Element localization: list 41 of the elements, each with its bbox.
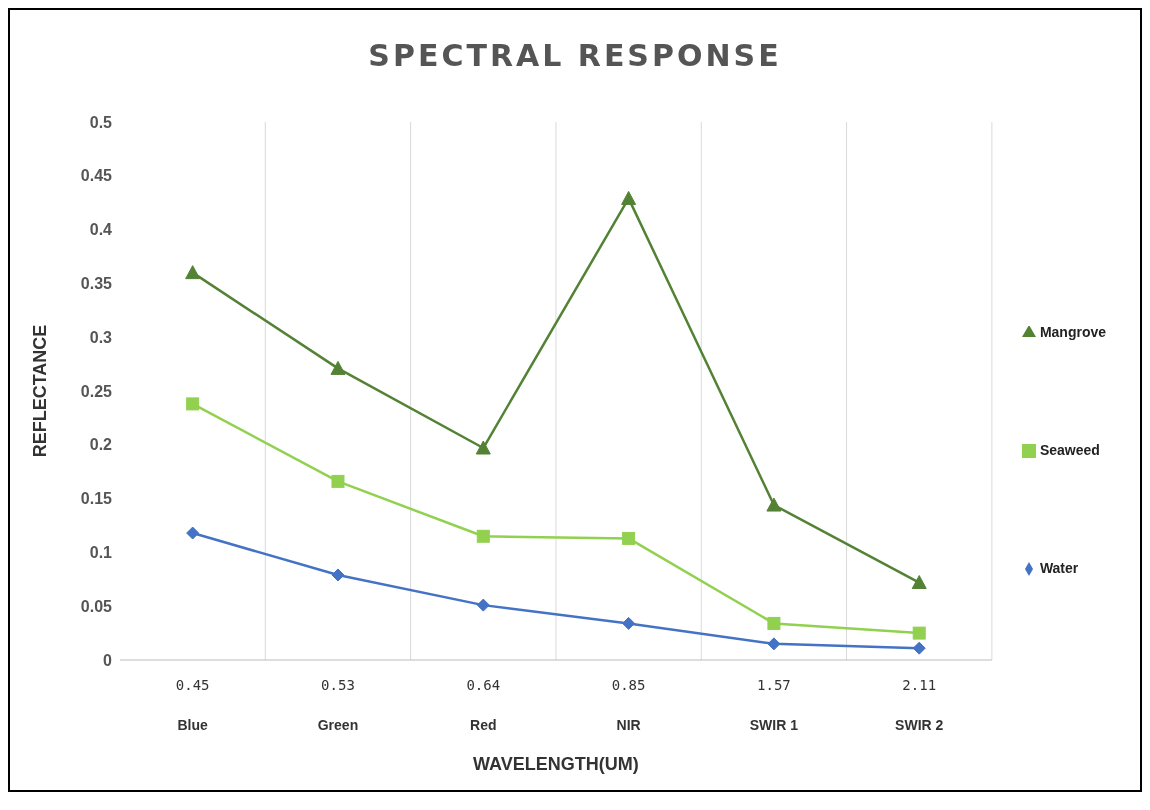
point <box>766 497 782 512</box>
category-label: 1.57 SWIR 1 <box>749 677 799 733</box>
y-tick-label: 0.35 <box>80 275 113 293</box>
point <box>912 626 926 640</box>
point <box>622 616 636 630</box>
category-label: 0.53 Green <box>317 677 359 733</box>
y-tick-label: 0.4 <box>89 221 113 239</box>
point <box>912 641 926 655</box>
y-axis-title: REFLECTANCE <box>30 324 51 458</box>
x-axis-title: WAVELENGTH(UM) <box>473 754 639 774</box>
point <box>767 637 781 651</box>
legend-label: Mangrove <box>1039 324 1106 340</box>
y-tick-label: 0.15 <box>80 490 113 508</box>
point <box>330 360 346 375</box>
y-tick-label: 0.05 <box>80 597 113 615</box>
y-tick-label: 0.2 <box>89 436 113 454</box>
point <box>911 575 927 590</box>
point <box>331 474 345 488</box>
point <box>331 568 345 582</box>
legend-label: Water <box>1039 560 1079 576</box>
category-label: 0.85 NIR <box>611 677 646 733</box>
point <box>476 529 490 543</box>
y-tick-label: 0.1 <box>89 544 113 562</box>
legend-label: Seaweed <box>1039 442 1100 458</box>
chart-title: SPECTRAL RESPONSE <box>367 37 783 75</box>
category-label: 2.11 SWIR 2 <box>895 677 944 733</box>
point <box>475 440 491 455</box>
point <box>476 598 490 612</box>
point <box>185 265 201 280</box>
y-tick-label: 0.5 <box>89 113 113 131</box>
point <box>186 526 200 540</box>
category-label: 0.64 Red <box>466 677 501 733</box>
category-label: 0.45 Blue <box>175 677 210 733</box>
y-tick-label: 0.25 <box>80 382 113 400</box>
y-tick-label: 0 <box>103 651 113 669</box>
point <box>186 397 200 411</box>
y-tick-label: 0.3 <box>89 328 113 346</box>
point <box>621 190 637 205</box>
y-tick-label: 0.45 <box>80 167 113 185</box>
point <box>622 531 636 545</box>
point <box>767 616 781 630</box>
